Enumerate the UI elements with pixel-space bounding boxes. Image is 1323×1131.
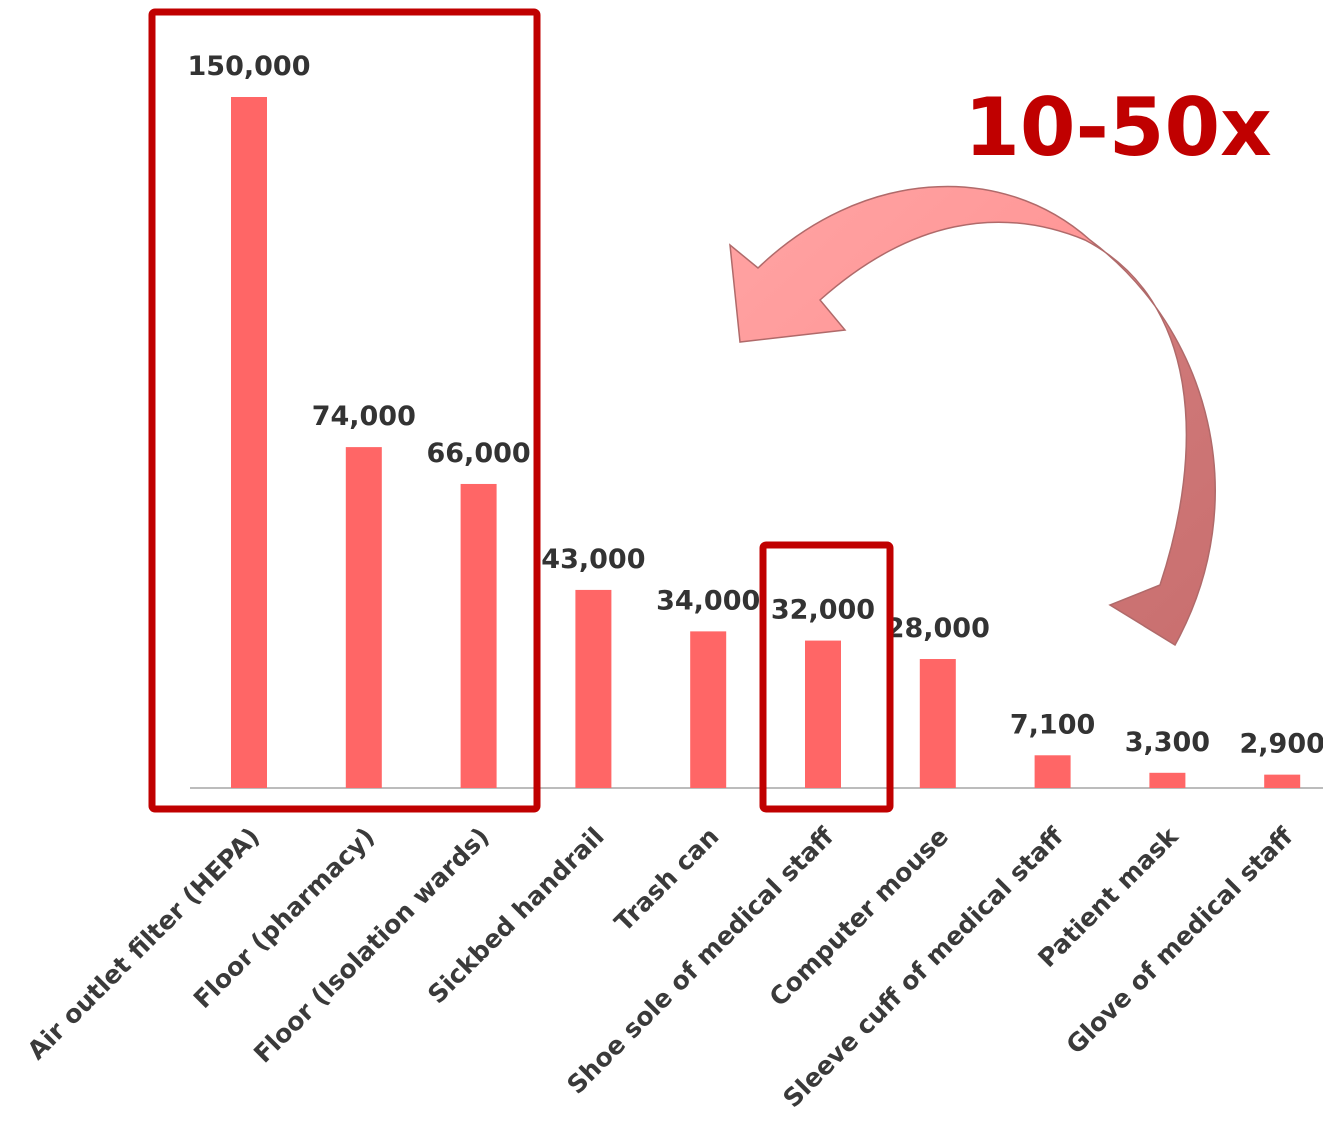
bar-sickbed-handrail — [575, 589, 612, 788]
bar-trash-can — [690, 631, 727, 788]
curved-arrow — [729, 185, 1216, 647]
category-label-air-outlet-filter-hepa: Air outlet filter (HEPA) — [22, 822, 265, 1065]
bar-sleeve-cuff-of-medical-staff — [1034, 755, 1071, 788]
value-label-glove-of-medical-staff: 2,900 — [1239, 729, 1323, 760]
value-label-floor-isolation-wards: 66,000 — [426, 438, 530, 469]
ratio-annotation: 10-50x — [964, 81, 1271, 174]
bar-patient-mask — [1149, 772, 1186, 788]
value-label-air-outlet-filter-hepa: 150,000 — [188, 51, 311, 82]
bar-glove-of-medical-staff — [1264, 774, 1301, 788]
value-label-sleeve-cuff-of-medical-staff: 7,100 — [1010, 709, 1095, 740]
value-label-trash-can: 34,000 — [656, 585, 760, 616]
category-label-trash-can: Trash can — [609, 822, 725, 938]
value-label-computer-mouse: 28,000 — [886, 613, 990, 644]
category-label-floor-isolation-wards: Floor (Isolation wards) — [248, 822, 495, 1069]
category-label-glove-of-medical-staff: Glove of medical staff — [1061, 821, 1299, 1059]
bar-floor-isolation-wards — [460, 483, 497, 788]
value-labels-group: 150,000 74,000 66,000 43,000 34,000 32,000 28,… — [188, 51, 1323, 760]
value-label-patient-mask: 3,300 — [1125, 727, 1210, 758]
bar-computer-mouse — [919, 659, 956, 788]
highlight-box-shoe-sole — [759, 541, 894, 813]
bar-air-outlet-filter-hepa — [231, 97, 267, 788]
value-label-floor-pharmacy: 74,000 — [312, 401, 416, 432]
highlight-box-top-three — [148, 8, 541, 813]
category-labels-group: Air outlet filter (HEPA)Floor (pharmacy)… — [22, 821, 1299, 1113]
bars-group — [231, 97, 1301, 788]
bar-shoe-sole-of-medical-staff — [805, 640, 841, 788]
value-label-shoe-sole-of-medical-staff: 32,000 — [771, 595, 875, 626]
value-label-sickbed-handrail: 43,000 — [541, 544, 645, 575]
bar-floor-pharmacy — [345, 447, 382, 788]
